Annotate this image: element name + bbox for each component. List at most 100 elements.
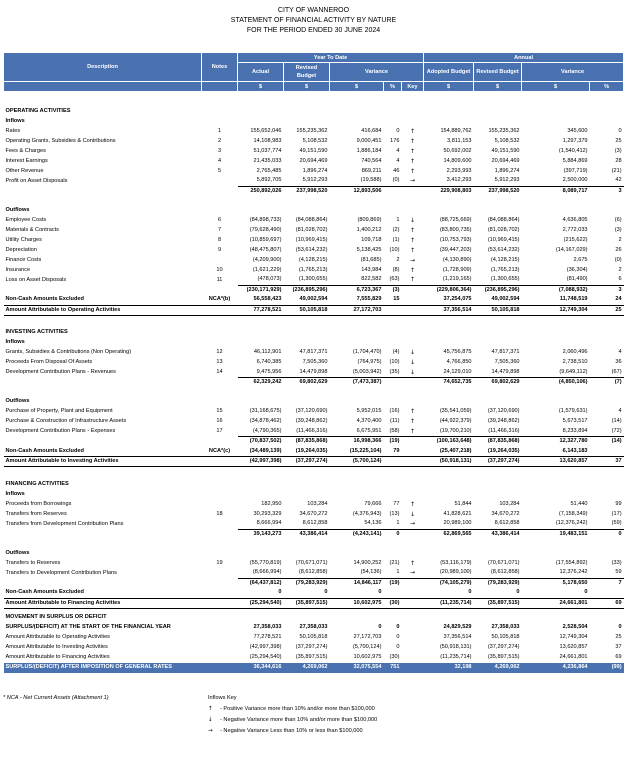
- group-label-text: Inflows: [5, 339, 25, 345]
- row-label: Transfers to Reserves: [5, 559, 61, 566]
- subtotal-row: 250,892,026 237,998,520 12,893,506 229,908,…: [4, 185, 624, 196]
- amount: [590, 447, 624, 457]
- line-item: Transfers to Reserves 19 (55,770,819) (70,6…: [4, 558, 624, 568]
- amount: (35,897,515): [295, 654, 328, 660]
- note-ref: 1: [217, 127, 222, 134]
- amount: 37,356,514: [443, 634, 472, 640]
- amount: 740,564: [361, 157, 382, 164]
- variance-key: [402, 623, 424, 633]
- amount: (81,685): [360, 256, 382, 263]
- amount: (70,671,071): [295, 559, 328, 566]
- amount: 47,817,371: [491, 349, 520, 355]
- amount: (5,700,124): [329, 456, 384, 467]
- amount: (4,243,141): [329, 528, 384, 539]
- amount: (8,612,858): [490, 569, 520, 576]
- line-item: Purchase of Property, Plant and Equipmen…: [4, 407, 624, 417]
- unit-header: $: [329, 81, 384, 92]
- amount: 2,060,496: [562, 349, 588, 355]
- amount: 27,358,033: [253, 624, 282, 630]
- row-label: Employee Costs: [5, 216, 47, 223]
- note-ref: [202, 529, 238, 539]
- note-ref: [202, 499, 238, 509]
- key-text: - Negative Variance Less than 10% or les…: [220, 728, 363, 734]
- amount: (13): [389, 510, 400, 517]
- group-label-text: Inflows: [5, 490, 25, 497]
- group-label: Inflows: [4, 338, 624, 348]
- section-title: FINANCING ACTIVITIES: [4, 479, 624, 489]
- amount: (1,300,655): [298, 276, 328, 283]
- amount: 103,284: [307, 500, 328, 507]
- amount: (19,264,035): [487, 447, 520, 454]
- unit-header: Key: [400, 81, 425, 92]
- amount: 37: [615, 644, 622, 650]
- amount: 8,089,717: [521, 185, 590, 196]
- line-item: Proceeds From Disposal Of Assets 13 6,740,…: [4, 358, 624, 368]
- column-header: Description: [3, 52, 202, 82]
- amount: 51,440: [570, 500, 588, 507]
- amount: 5,892,705: [256, 177, 282, 184]
- variance-key: [401, 377, 424, 388]
- variance-key: ↓: [410, 368, 416, 376]
- amount: [383, 304, 402, 316]
- amount: (74,105,279): [423, 577, 474, 588]
- amount: 0: [324, 589, 328, 596]
- line-item: Development Contribution Plans - Expense…: [4, 427, 624, 437]
- amount: (10,969,415): [295, 236, 328, 243]
- variance-key: ↑: [410, 157, 416, 165]
- amount: 4: [618, 408, 622, 414]
- amount: (59): [611, 520, 622, 527]
- amount: (1,765,213): [298, 266, 328, 273]
- statement-table: Description Notes Year To Date Annual Ac…: [3, 52, 625, 673]
- amount: 27,358,033: [299, 624, 328, 630]
- row-label: Purchase of Property, Plant and Equipmen…: [5, 408, 113, 414]
- amount: 0: [618, 624, 622, 630]
- amount: 25: [615, 137, 622, 144]
- amount: 1: [396, 520, 400, 527]
- amount: (4,790,365): [252, 427, 282, 434]
- unit-header: $: [283, 81, 330, 92]
- amount: 8,612,858: [302, 520, 328, 527]
- amount: 50,105,818: [473, 304, 522, 316]
- amount: 34,670,272: [299, 510, 328, 517]
- amount: 2,772,033: [562, 226, 588, 233]
- row-label: Finance Costs: [5, 256, 42, 263]
- amount: 25: [589, 304, 624, 316]
- amount: (55,770,819): [249, 559, 282, 566]
- amount: 416,684: [361, 127, 382, 134]
- variance-key: ↑: [410, 266, 416, 274]
- note-ref: [202, 255, 238, 265]
- amount: (50,918,131): [423, 456, 474, 467]
- amount: (37,297,274): [283, 456, 330, 467]
- amount: (11,466,316): [296, 427, 328, 434]
- total-row: Amount Attributable to Investing Activit…: [3, 456, 624, 467]
- subtotal-row: 39,143,273 43,386,414 (4,243,141) 0 62,869,5…: [4, 528, 624, 539]
- amount: (14): [611, 418, 622, 424]
- spacer-row: [4, 196, 624, 205]
- amount: (19): [383, 577, 402, 588]
- amount: (1,704,470): [352, 349, 382, 355]
- subtotal-row: (230,171,929) (236,895,296) 6,723,367 (3) (2…: [4, 284, 624, 295]
- variance-key: ↑: [410, 246, 416, 254]
- line-item: Materials & Contracts 7 (79,628,490) (81,02…: [4, 225, 624, 235]
- amount: (84,088,864): [487, 216, 520, 223]
- amount: (35,897,515): [473, 597, 522, 609]
- note-ref: [201, 304, 238, 316]
- variance-key: ↑: [410, 500, 416, 508]
- amount: 45,756,875: [443, 349, 472, 355]
- note-ref: [201, 597, 238, 609]
- variance-key: ↑: [410, 236, 416, 244]
- variance-key: ↑: [410, 559, 416, 567]
- amount: 49,002,594: [299, 296, 328, 303]
- line-item: Loss on Asset Disposals 11 (478,073) (1,300…: [4, 275, 624, 285]
- section-title-text: FINANCING ACTIVITIES: [5, 480, 69, 487]
- unit-header: $: [473, 81, 523, 92]
- line-item: Rates 1 155,652,046 155,235,362 416,684 0 ↑ 154…: [4, 126, 624, 136]
- amount: (83,800,735): [439, 226, 472, 233]
- amount: (44,922,379): [439, 418, 472, 424]
- row-label: Non-Cash Amounts Excluded: [5, 296, 84, 303]
- amount: 4,236,864: [521, 662, 590, 673]
- row-label: Other Revenue: [5, 167, 44, 174]
- amount: 24,829,529: [443, 624, 472, 630]
- amount: (88,725,669): [439, 216, 472, 223]
- amount: 0: [396, 634, 400, 640]
